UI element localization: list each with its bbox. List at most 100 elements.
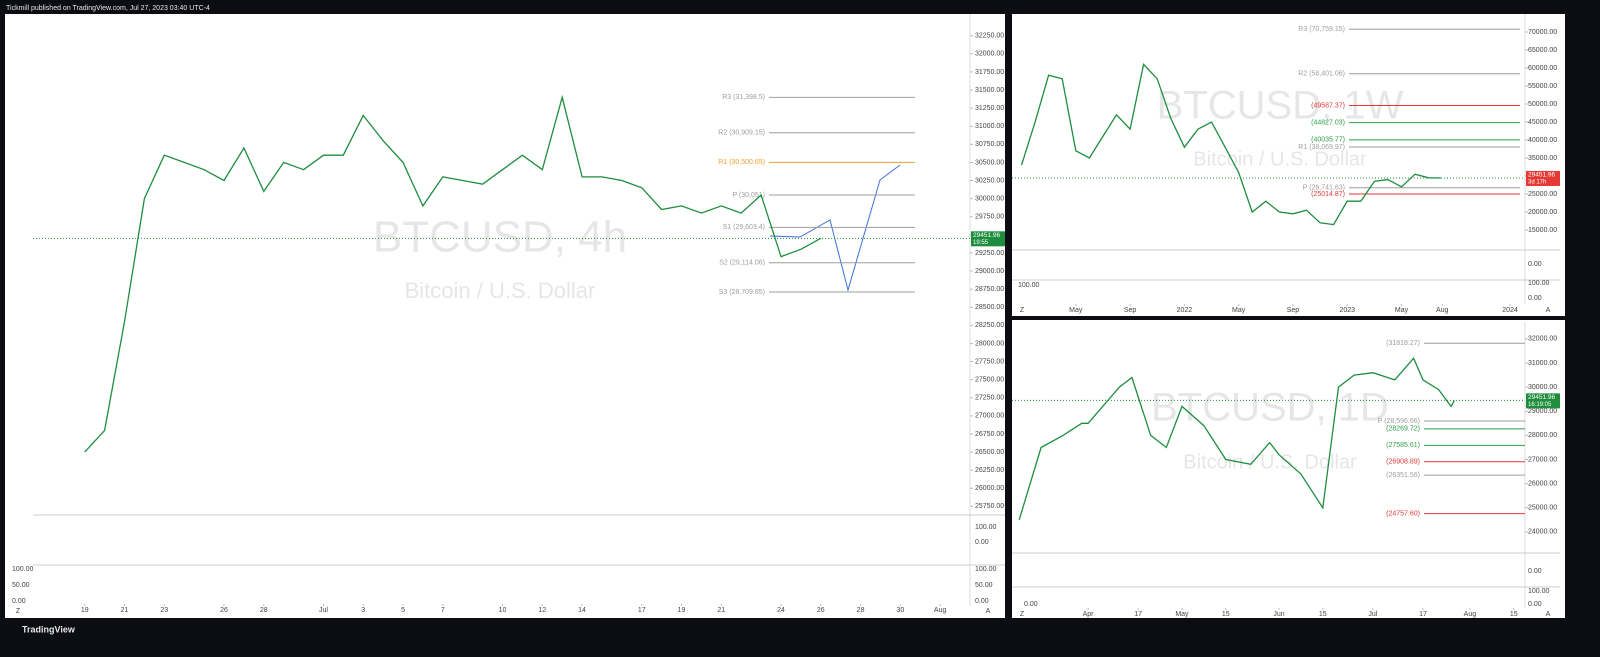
indicator-tick-label: 50.00 <box>975 582 993 589</box>
last-price-label: 29451.96 <box>973 232 1000 239</box>
countdown-label: 19:55 <box>973 240 989 246</box>
pivot-label: R1 (38,069.97) <box>1298 144 1345 151</box>
pivot-label: S2 (29,114.06) <box>719 260 765 267</box>
y-tick-label: 26250.00 <box>975 467 1004 474</box>
y-tick-label: 45000.00 <box>1528 119 1557 126</box>
countdown-label: 3d 17h <box>1528 180 1546 186</box>
pivot-label: R2 (58,401.06) <box>1298 71 1345 78</box>
indicator-tick-label: 0.00 <box>1528 568 1542 575</box>
indicator-tick-label: 100.00 <box>12 566 34 573</box>
indicator-tick-label: 0.00 <box>1528 601 1542 608</box>
y-tick-label: 27000.00 <box>1528 456 1557 463</box>
publish-header: Tickmill published on TradingView.com, J… <box>6 5 210 12</box>
pivot-label: (31818.27) <box>1386 340 1420 347</box>
x-tick-label: 28 <box>260 607 268 614</box>
y-tick-label: 30250.00 <box>975 177 1004 184</box>
pivot-label: (25014.87) <box>1311 191 1345 198</box>
x-tick-label: 3 <box>361 607 365 614</box>
y-tick-label: 26750.00 <box>975 431 1004 438</box>
x-tick-label: Jun <box>1273 611 1284 618</box>
y-tick-label: 32250.00 <box>975 33 1004 40</box>
y-tick-label: 26000.00 <box>1528 480 1557 487</box>
y-tick-label: 55000.00 <box>1528 83 1557 90</box>
y-tick-label: 35000.00 <box>1528 155 1557 162</box>
y-tick-label: 65000.00 <box>1528 47 1557 54</box>
indicator-tick-label: 50.00 <box>12 582 30 589</box>
y-tick-label: 28250.00 <box>975 322 1004 329</box>
x-tick-label: Aug <box>934 607 947 614</box>
last-price-tag <box>971 231 1005 247</box>
y-tick-label: 70000.00 <box>1528 29 1557 36</box>
axis-button[interactable]: A <box>986 608 991 615</box>
y-tick-label: 31500.00 <box>975 87 1004 94</box>
x-tick-label: 15 <box>1319 611 1327 618</box>
x-tick-label: 2023 <box>1339 307 1355 314</box>
x-tick-label: Aug <box>1464 611 1477 618</box>
pivot-label: R2 (30,909.15) <box>718 130 765 137</box>
y-tick-label: 31750.00 <box>975 69 1004 76</box>
indicator-tick-label: 100.00 <box>975 524 997 531</box>
indicator-tick-label: 0.00 <box>1024 601 1038 608</box>
axis-button[interactable]: A <box>1546 611 1551 618</box>
y-tick-label: 28750.00 <box>975 286 1004 293</box>
x-tick-label: 2024 <box>1502 307 1518 314</box>
indicator-tick-label: 0.00 <box>975 539 989 546</box>
projection-path <box>769 164 901 292</box>
watermark-title: BTCUSD, 4h <box>373 213 627 262</box>
watermark-subtitle: Bitcoin / U.S. Dollar <box>1193 148 1367 170</box>
x-tick-label: 10 <box>499 607 507 614</box>
y-tick-label: 40000.00 <box>1528 137 1557 144</box>
x-tick-label: 23 <box>160 607 168 614</box>
x-tick-label: 19 <box>81 607 89 614</box>
y-tick-label: 29000.00 <box>1528 408 1557 415</box>
y-tick-label: 32000.00 <box>975 51 1004 58</box>
y-tick-label: 25000.00 <box>1528 191 1557 198</box>
y-tick-label: 26500.00 <box>975 449 1004 456</box>
pivot-label: (26908.89) <box>1386 459 1420 466</box>
axis-button[interactable]: Z <box>1020 611 1025 618</box>
y-tick-label: 31000.00 <box>1528 360 1557 367</box>
x-tick-label: 28 <box>857 607 865 614</box>
x-tick-label: Apr <box>1083 611 1095 618</box>
pivot-label: R3 (31,398.5) <box>722 94 765 101</box>
pivot-label: R3 (70,759.15) <box>1298 26 1345 33</box>
x-tick-label: 17 <box>1419 611 1427 618</box>
y-tick-label: 30000.00 <box>1528 384 1557 391</box>
indicator-tick-label: 100.00 <box>1018 282 1040 289</box>
y-tick-label: 31250.00 <box>975 105 1004 112</box>
x-tick-label: Jul <box>1368 611 1377 618</box>
x-tick-label: 5 <box>401 607 405 614</box>
pivot-label: (40035.77) <box>1311 137 1345 144</box>
y-tick-label: 31000.00 <box>975 123 1004 130</box>
indicator-tick-label: 100.00 <box>1528 588 1550 595</box>
pivot-label: P (28,596.66) <box>1378 418 1420 425</box>
y-tick-label: 27250.00 <box>975 395 1004 402</box>
x-tick-label: Sep <box>1287 307 1300 314</box>
watermark-title: BTCUSD, 1D <box>1151 386 1389 430</box>
last-price-label: 29451.96 <box>1528 394 1555 401</box>
indicator-tick-label: 100.00 <box>975 566 997 573</box>
price-line <box>84 94 822 453</box>
x-tick-label: 19 <box>678 607 686 614</box>
pivot-label: P (26,741.63) <box>1303 185 1345 192</box>
watermark-subtitle: Bitcoin / U.S. Dollar <box>405 278 596 303</box>
axis-button[interactable]: A <box>1546 307 1551 314</box>
y-tick-label: 50000.00 <box>1528 101 1557 108</box>
x-tick-label: 15 <box>1222 611 1230 618</box>
pivot-label: S3 (28,709.85) <box>719 289 765 296</box>
x-tick-label: 30 <box>896 607 904 614</box>
x-tick-label: 12 <box>538 607 546 614</box>
y-tick-label: 27750.00 <box>975 358 1004 365</box>
x-tick-label: 24 <box>777 607 785 614</box>
x-tick-label: May <box>1069 307 1083 314</box>
countdown-label: 16:19:05 <box>1528 402 1552 408</box>
axis-button[interactable]: Z <box>16 608 21 615</box>
y-tick-label: 27500.00 <box>975 377 1004 384</box>
x-tick-label: May <box>1395 307 1409 314</box>
y-tick-label: 28000.00 <box>975 340 1004 347</box>
price-line <box>1018 356 1455 520</box>
x-tick-label: 14 <box>578 607 586 614</box>
indicator-tick-label: 0.00 <box>1528 295 1542 302</box>
axis-button[interactable]: Z <box>1020 307 1025 314</box>
x-tick-label: 26 <box>817 607 825 614</box>
